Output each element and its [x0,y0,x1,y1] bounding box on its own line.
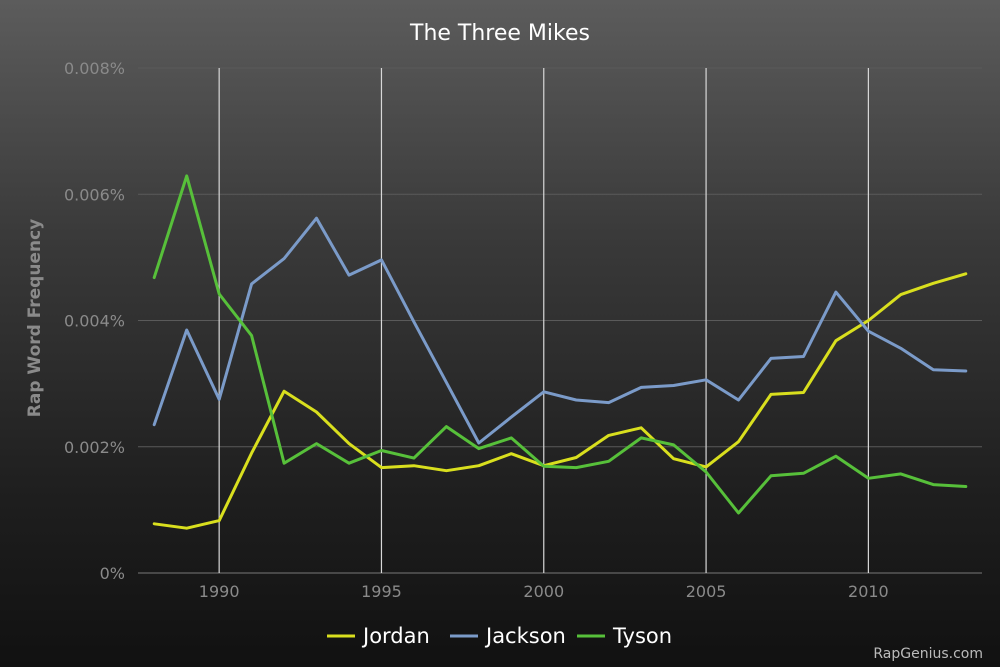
y-axis-title: Rap Word Frequency [25,219,45,417]
x-tick-label: 1990 [199,582,240,601]
chart-title: The Three Mikes [409,21,590,46]
y-tick-label: 0.006% [64,185,125,204]
grid [138,67,982,574]
x-tick-label: 1995 [361,582,402,601]
x-tick-label: 2005 [686,582,727,601]
legend-label-tyson: Tyson [612,624,672,648]
x-tick-label: 2010 [848,582,889,601]
legend-label-jordan: Jordan [361,624,430,648]
x-axis-ticks: 1990 1995 2000 2005 2010 [199,582,889,601]
y-tick-label: 0% [100,564,125,583]
series-lines [152,174,968,530]
legend-label-jackson: Jackson [484,624,566,648]
legend: Jordan Jackson Tyson [327,624,672,648]
y-tick-label: 0.008% [64,59,125,78]
series-line-jackson [152,216,968,445]
credit-text: RapGenius.com [873,646,983,662]
x-tick-label: 2000 [523,582,564,601]
y-tick-label: 0.004% [64,312,125,331]
y-tick-label: 0.002% [64,438,125,457]
series-line-jordan [152,272,968,530]
y-axis-ticks: 0% 0.002% 0.004% 0.006% 0.008% [64,59,125,583]
series-line-tyson [152,174,968,515]
